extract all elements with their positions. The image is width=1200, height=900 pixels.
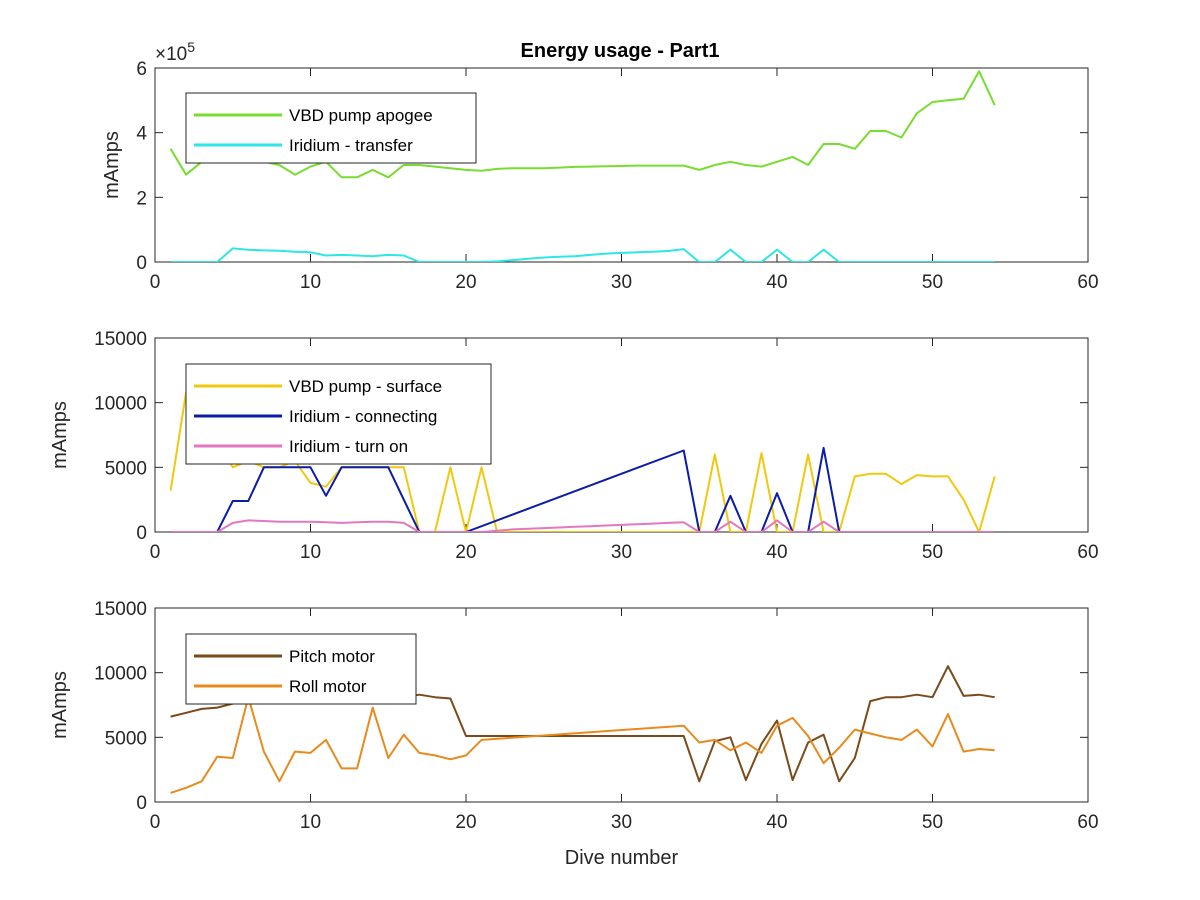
x-tick-label: 10 — [300, 272, 321, 293]
x-tick-label: 60 — [1077, 542, 1098, 563]
legend-label: VBD pump apogee — [289, 106, 433, 125]
legend-box — [185, 633, 417, 705]
legend-label: Pitch motor — [289, 647, 375, 666]
y-tick-label: 10000 — [94, 394, 147, 415]
series-line-1 — [169, 70, 996, 179]
x-tick-label: 20 — [455, 812, 476, 833]
y-tick-label: 5000 — [105, 728, 147, 749]
x-tick-label: 30 — [611, 542, 632, 563]
y-tick-label: 0 — [136, 793, 147, 814]
legend-box — [185, 92, 477, 164]
chart-panel-3: 0 10 20 30 40 50 60 0 5000 10000 15000 mAmps Dive nu… — [49, 599, 1099, 869]
y-tick-label: 15000 — [94, 329, 147, 350]
x-tick-label: 50 — [922, 272, 943, 293]
x-tick-label: 50 — [922, 812, 943, 833]
x-axis-label: Dive number — [565, 847, 679, 869]
x-tick-label: 20 — [455, 272, 476, 293]
y-tick-label: 4 — [136, 124, 147, 145]
y-axis-label: mAmps — [49, 671, 71, 739]
legend-label: Iridium - turn on — [289, 437, 408, 456]
x-tick-label: 0 — [150, 272, 161, 293]
x-tick-label: 0 — [150, 542, 161, 563]
y-exponent-label: ×105 — [155, 39, 195, 65]
y-tick-label: 10000 — [94, 664, 147, 685]
series-line-1 — [169, 391, 996, 532]
y-tick-label: 5000 — [105, 458, 147, 479]
legend: VBD pump - surface Iridium - connecting Ir… — [185, 363, 492, 465]
panels: 0 10 20 30 40 50 60 0 2 4 6 ×105 mAmps VBD pump apoge… — [49, 39, 1099, 869]
legend-label: VBD pump - surface — [289, 377, 442, 396]
x-tick-label: 30 — [611, 272, 632, 293]
legend-label: Iridium - transfer — [289, 136, 413, 155]
y-tick-label: 15000 — [94, 599, 147, 620]
series-line-2 — [170, 247, 995, 262]
x-tick-label: 40 — [766, 812, 787, 833]
y-tick-label: 2 — [136, 188, 147, 209]
chart-panel-2: 0 10 20 30 40 50 60 0 5000 10000 15000 mAmps VBD pum… — [49, 329, 1099, 563]
x-tick-label: 40 — [766, 272, 787, 293]
x-tick-label: 30 — [611, 812, 632, 833]
x-tick-label: 10 — [300, 542, 321, 563]
y-axis-label: mAmps — [49, 401, 71, 469]
series-line-3 — [170, 519, 995, 532]
y-tick-label: 0 — [136, 253, 147, 274]
x-tick-label: 50 — [922, 542, 943, 563]
chart-panel-1: 0 10 20 30 40 50 60 0 2 4 6 ×105 mAmps VBD pump apoge… — [101, 39, 1099, 293]
legend: VBD pump apogee Iridium - transfer — [185, 92, 477, 164]
y-tick-label: 6 — [136, 59, 147, 80]
series-line-2 — [170, 446, 995, 532]
series-line-2 — [170, 696, 995, 794]
x-tick-label: 10 — [300, 812, 321, 833]
x-tick-label: 20 — [455, 542, 476, 563]
chart-title: Energy usage - Part1 — [521, 40, 720, 62]
x-tick-label: 60 — [1077, 272, 1098, 293]
y-tick-label: 0 — [136, 523, 147, 544]
x-tick-label: 40 — [766, 542, 787, 563]
legend: Pitch motor Roll motor — [185, 633, 417, 705]
y-axis-label: mAmps — [101, 131, 123, 199]
x-tick-label: 60 — [1077, 812, 1098, 833]
legend-label: Roll motor — [289, 677, 367, 696]
x-tick-label: 0 — [150, 812, 161, 833]
legend-label: Iridium - connecting — [289, 407, 437, 426]
